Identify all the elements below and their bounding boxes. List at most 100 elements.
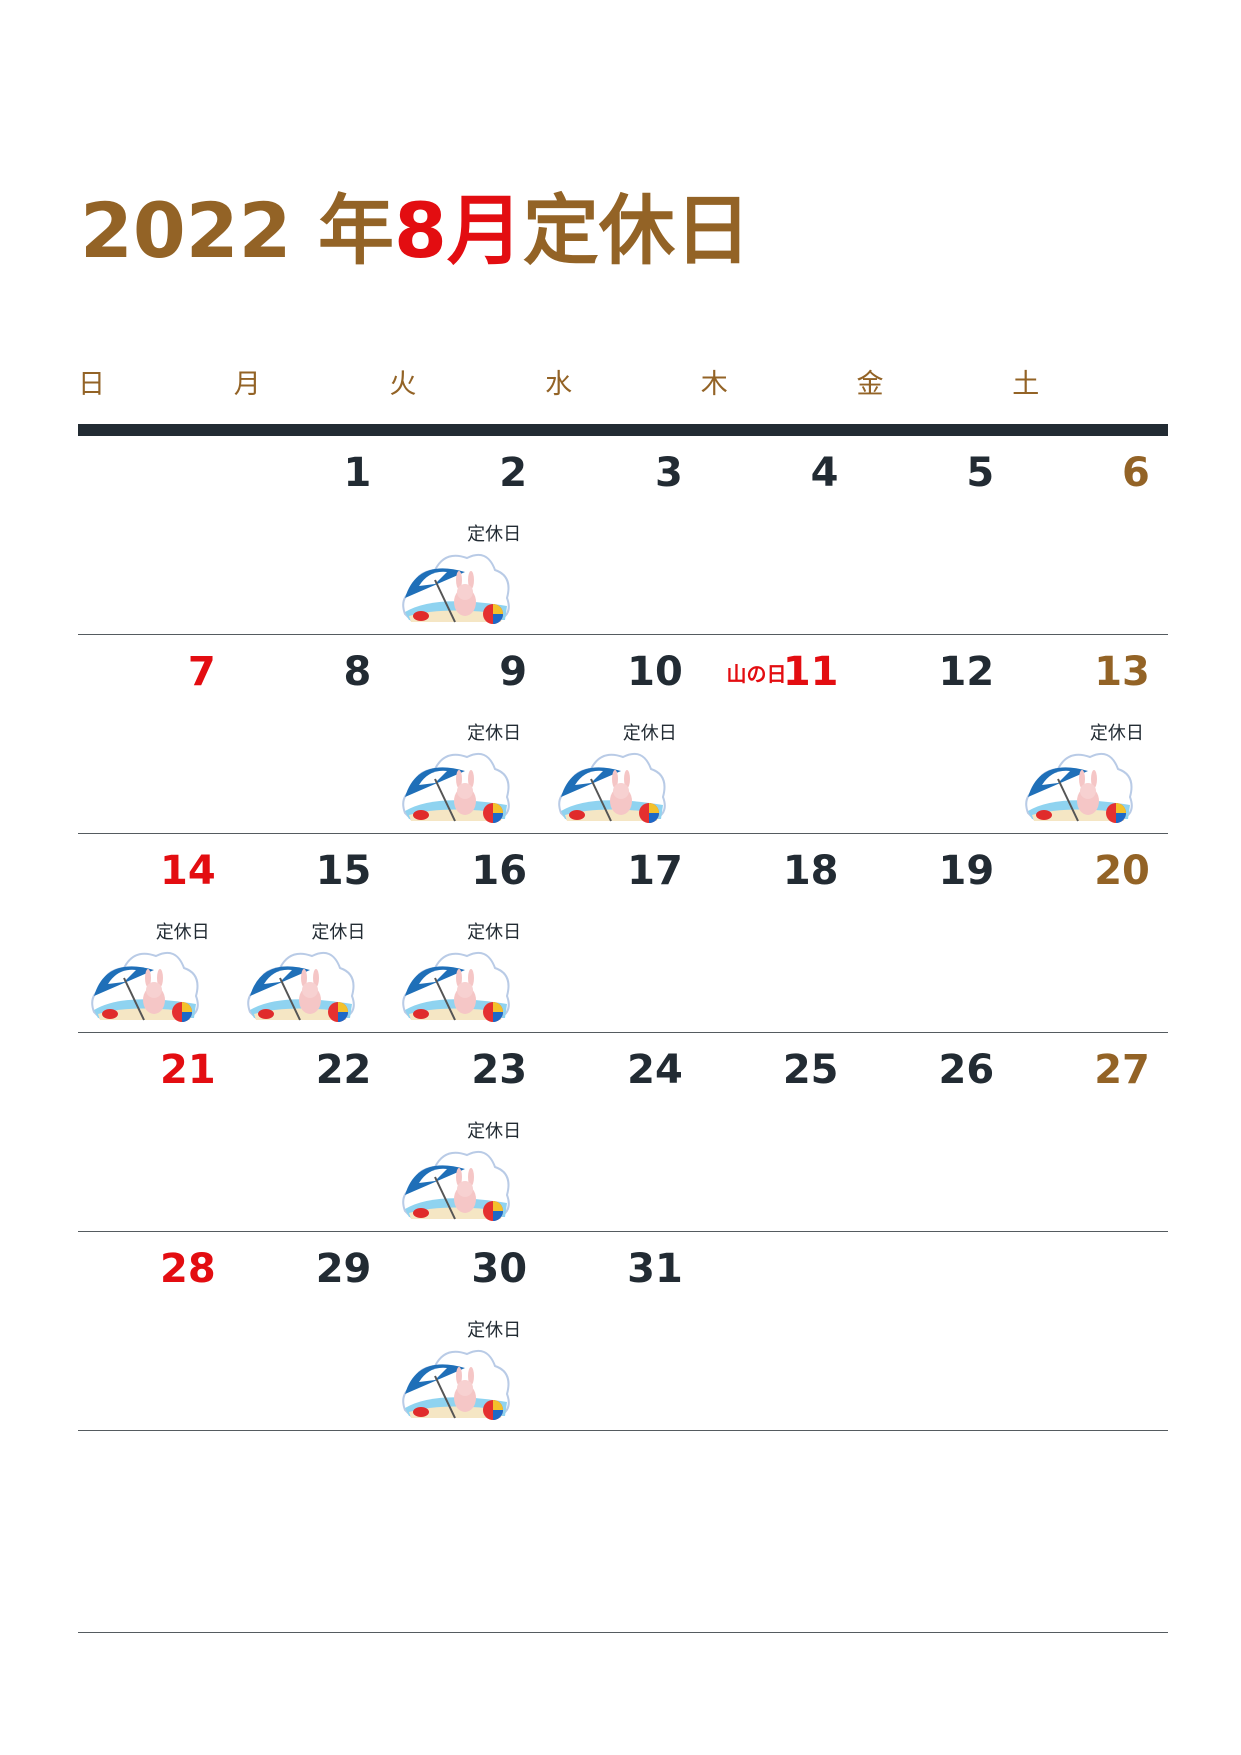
- day-number: 3: [654, 450, 683, 496]
- beach-umbrella-rabbit-icon: [240, 934, 360, 1024]
- closed-day-label: 定休日: [622, 723, 677, 744]
- beach-umbrella-rabbit-icon: [395, 1133, 515, 1223]
- weekday-wed: 水: [545, 369, 573, 400]
- calendar-day-cell: 14 定休日: [78, 834, 234, 1031]
- day-number: 29: [315, 1246, 372, 1292]
- calendar-week: 1 2 定休日 3 4 5 6: [78, 436, 1168, 635]
- day-number: 4: [810, 450, 839, 496]
- day-number: 16: [471, 848, 528, 894]
- day-number: 12: [938, 649, 995, 695]
- day-number: 18: [782, 848, 839, 894]
- calendar-day-cell: 3: [545, 436, 701, 633]
- beach-umbrella-rabbit-icon: [395, 735, 515, 825]
- day-number: 14: [160, 848, 216, 894]
- calendar-day-cell: 11 山の日: [701, 635, 857, 832]
- title-month: 8: [394, 186, 447, 275]
- closed-day-label: 定休日: [155, 922, 210, 943]
- day-number: 8: [343, 649, 372, 695]
- calendar-day-cell: 4: [701, 436, 857, 633]
- calendar-day-cell: 29: [234, 1232, 390, 1429]
- weekday-sun: 日: [78, 369, 105, 400]
- day-number: 21: [160, 1047, 216, 1093]
- day-number: 6: [1122, 450, 1150, 496]
- calendar-day-cell: 28: [78, 1232, 234, 1429]
- day-number: 5: [966, 450, 995, 496]
- weekday-tue: 火: [389, 369, 417, 400]
- day-number: 27: [1094, 1047, 1150, 1093]
- beach-umbrella-rabbit-icon: [1018, 735, 1138, 825]
- weekday-sat: 土: [1012, 369, 1040, 400]
- calendar-grid: 1 2 定休日 3 4 5 6 7 8 9 定休日 10 定休日 11 山の日 12 13 定休日 14 定休日 15 定…: [78, 436, 1168, 1431]
- calendar-day-cell: 9 定休日: [389, 635, 545, 832]
- day-number: 30: [471, 1246, 528, 1292]
- calendar-day-cell: 30 定休日: [389, 1232, 545, 1429]
- title-year: 2022: [80, 186, 292, 275]
- calendar-day-cell: 22: [234, 1033, 390, 1230]
- closed-day-label: 定休日: [467, 922, 522, 943]
- calendar-day-cell: 10 定休日: [545, 635, 701, 832]
- calendar-day-cell: 21: [78, 1033, 234, 1230]
- day-number: 20: [1094, 848, 1150, 894]
- day-number: 7: [187, 649, 216, 695]
- day-number: 13: [1094, 649, 1150, 695]
- closed-day-label: 定休日: [467, 1121, 522, 1142]
- day-number: 9: [499, 649, 528, 695]
- calendar-day-cell: 2 定休日: [389, 436, 545, 633]
- day-number: 24: [627, 1047, 683, 1093]
- day-number: 1: [343, 450, 372, 496]
- calendar-day-cell: 15 定休日: [234, 834, 390, 1031]
- calendar-day-cell: 12: [857, 635, 1013, 832]
- day-number: 17: [627, 848, 683, 894]
- page-title: 2022 年8月定休日: [80, 186, 751, 276]
- beach-umbrella-rabbit-icon: [84, 934, 204, 1024]
- day-number: 28: [160, 1246, 216, 1292]
- weekday-header: 日 月 火 水 木 金 土: [78, 365, 1168, 405]
- day-number: 2: [499, 450, 528, 496]
- calendar-day-cell: 6: [1012, 436, 1168, 633]
- weekday-thu: 木: [700, 369, 728, 400]
- weekday-fri: 金: [856, 369, 884, 400]
- calendar-day-cell: 26: [857, 1033, 1013, 1230]
- closed-day-label: 定休日: [467, 1320, 522, 1341]
- calendar-week: 14 定休日 15 定休日 16 定休日 17 18 19 20: [78, 834, 1168, 1033]
- calendar-day-cell: 19: [857, 834, 1013, 1031]
- calendar-day-cell: 23 定休日: [389, 1033, 545, 1230]
- day-number: 26: [938, 1047, 995, 1093]
- beach-umbrella-rabbit-icon: [395, 1332, 515, 1422]
- day-number: 22: [315, 1047, 372, 1093]
- calendar-day-cell: 5: [857, 436, 1013, 633]
- calendar-week: 21 22 23 定休日 24 25 26 27: [78, 1033, 1168, 1232]
- beach-umbrella-rabbit-icon: [551, 735, 671, 825]
- closed-day-label: 定休日: [1089, 723, 1144, 744]
- day-number: 31: [627, 1246, 683, 1292]
- calendar-day-cell: 25: [701, 1033, 857, 1230]
- calendar-day-cell: 7: [78, 635, 234, 832]
- calendar-week: 28 29 30 定休日 31: [78, 1232, 1168, 1431]
- header-divider: [78, 424, 1168, 436]
- holiday-name: 山の日: [726, 662, 787, 686]
- closed-day-label: 定休日: [311, 922, 366, 943]
- calendar-day-cell: 20: [1012, 834, 1168, 1031]
- calendar-day-cell: 31: [545, 1232, 701, 1429]
- bottom-divider: [78, 1632, 1168, 1633]
- day-number: 25: [782, 1047, 839, 1093]
- calendar-day-cell: 24: [545, 1033, 701, 1230]
- calendar-day-cell: 13 定休日: [1012, 635, 1168, 832]
- calendar-day-cell: 27: [1012, 1033, 1168, 1230]
- closed-day-label: 定休日: [467, 524, 522, 545]
- weekday-mon: 月: [233, 369, 261, 400]
- calendar-day-cell: 1: [234, 436, 390, 633]
- closed-day-label: 定休日: [467, 723, 522, 744]
- day-number: 19: [938, 848, 995, 894]
- calendar-week: 7 8 9 定休日 10 定休日 11 山の日 12 13 定休日: [78, 635, 1168, 834]
- calendar-day-cell: 18: [701, 834, 857, 1031]
- day-number: 23: [471, 1047, 528, 1093]
- day-number: 15: [315, 848, 372, 894]
- beach-umbrella-rabbit-icon: [395, 536, 515, 626]
- title-year-suffix: 年: [318, 186, 394, 275]
- day-number: 10: [627, 649, 683, 695]
- calendar-day-cell: 8: [234, 635, 390, 832]
- beach-umbrella-rabbit-icon: [395, 934, 515, 1024]
- calendar-day-cell: 16 定休日: [389, 834, 545, 1031]
- title-label: 定休日: [522, 186, 751, 275]
